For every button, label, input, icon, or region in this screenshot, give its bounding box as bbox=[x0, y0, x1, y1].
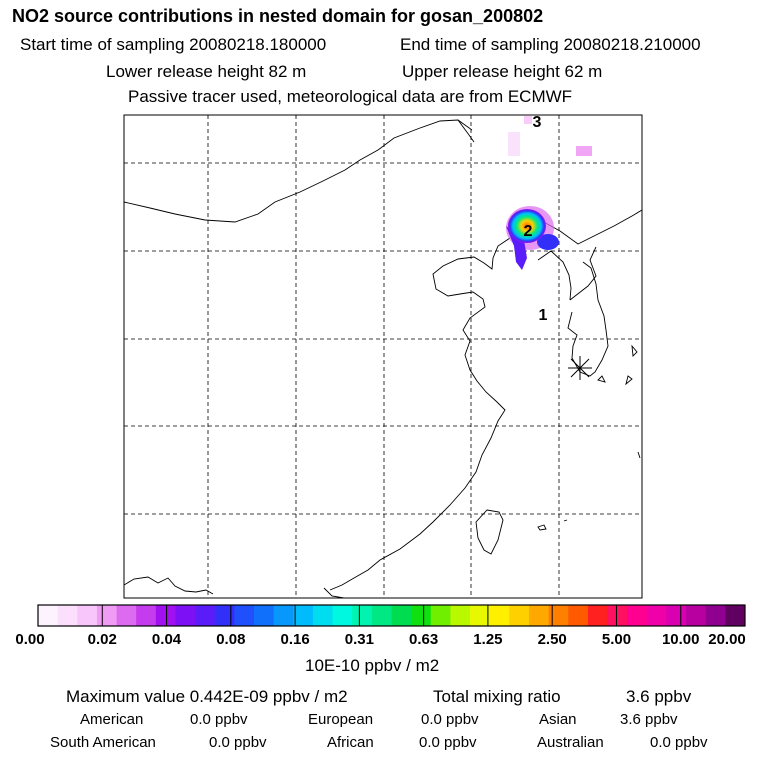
colorbar-tick-label: 0.63 bbox=[409, 631, 439, 648]
colorbar-swatch bbox=[293, 605, 314, 626]
colorbar-swatch bbox=[155, 605, 176, 626]
colorbar-tick-label: 0.02 bbox=[87, 631, 117, 648]
plot-title: NO2 source contributions in nested domai… bbox=[12, 6, 544, 26]
colorbar-swatch bbox=[646, 605, 667, 626]
colorbar-swatch bbox=[195, 605, 216, 626]
colorbar-tick-label: 0.16 bbox=[280, 631, 310, 648]
colorbar-swatch bbox=[391, 605, 412, 626]
region-name-african: African bbox=[327, 734, 374, 751]
colorbar-swatch bbox=[57, 605, 78, 626]
region-label-1: 1 bbox=[539, 307, 548, 324]
colorbar-swatch bbox=[528, 605, 550, 626]
colorbar-frame bbox=[37, 604, 746, 627]
colorbar-tick-label: 0.04 bbox=[151, 631, 182, 648]
colorbar-swatch bbox=[725, 605, 746, 626]
colorbar-swatch bbox=[214, 605, 235, 626]
colorbar-swatch bbox=[666, 605, 687, 626]
colorbar-swatch bbox=[411, 605, 432, 626]
colorbar-swatch bbox=[234, 605, 255, 626]
colorbar-swatch bbox=[352, 605, 373, 626]
region-name-american: American bbox=[80, 711, 144, 728]
colorbar-swatch bbox=[705, 605, 726, 626]
region-value-australian: 0.0 ppbv bbox=[650, 734, 708, 751]
colorbar-tick-label: 20.00 bbox=[708, 631, 746, 648]
receptor-marker-icon bbox=[568, 356, 592, 380]
region-value-asian: 3.6 ppbv bbox=[620, 711, 678, 728]
colorbar-swatch bbox=[509, 605, 530, 626]
colorbar-swatch bbox=[686, 605, 707, 626]
colorbar-swatch bbox=[254, 605, 275, 626]
region-name-asian: Asian bbox=[539, 711, 577, 728]
start-time-label: Start time of sampling 20080218.180000 bbox=[20, 35, 327, 54]
colorbar-swatch bbox=[96, 605, 118, 626]
max-value-label: Maximum value 0.442E-09 ppbv / m2 bbox=[66, 687, 348, 706]
colorbar-swatch bbox=[371, 605, 392, 626]
colorbar-tick-label: 2.50 bbox=[537, 631, 567, 648]
colorbar-swatch bbox=[627, 605, 648, 626]
lower-release-label: Lower release height 82 m bbox=[106, 62, 307, 81]
region-label-2: 2 bbox=[524, 223, 533, 240]
colorbar-swatch bbox=[470, 605, 491, 626]
total-mixing-value: 3.6 ppbv bbox=[626, 687, 692, 706]
region-value-american: 0.0 ppbv bbox=[190, 711, 248, 728]
colorbar-swatch bbox=[450, 605, 471, 626]
colorbar-swatch bbox=[273, 605, 294, 626]
colorbar-swatch bbox=[587, 605, 609, 626]
end-time-label: End time of sampling 20080218.210000 bbox=[400, 35, 701, 54]
coastlines bbox=[123, 119, 643, 599]
colorbar-swatch bbox=[607, 605, 628, 626]
colorbar-swatch bbox=[175, 605, 196, 626]
region-name-south-american: South American bbox=[50, 734, 156, 751]
colorbar-swatch bbox=[38, 605, 59, 626]
colorbar-unit: 10E-10 ppbv / m2 bbox=[305, 656, 440, 675]
colorbar-swatch bbox=[489, 605, 510, 626]
concentration-plume bbox=[506, 116, 592, 270]
region-label-3: 3 bbox=[533, 114, 542, 131]
colorbar-swatch bbox=[548, 605, 569, 626]
total-mixing-label: Total mixing ratio bbox=[433, 687, 561, 706]
colorbar-tick-label: 0.08 bbox=[216, 631, 246, 648]
colorbar-tick-label: 0.31 bbox=[344, 631, 374, 648]
colorbar-swatch bbox=[430, 605, 451, 626]
tracer-note: Passive tracer used, meteorological data… bbox=[128, 87, 573, 106]
region-value-european: 0.0 ppbv bbox=[421, 711, 479, 728]
region-value-south-american: 0.0 ppbv bbox=[209, 734, 267, 751]
colorbar bbox=[37, 605, 746, 626]
region-name-australian: Australian bbox=[537, 734, 604, 751]
colorbar-swatch bbox=[77, 605, 98, 626]
colorbar-swatch bbox=[312, 605, 334, 626]
colorbar-tick-label: 5.00 bbox=[601, 631, 632, 648]
upper-release-label: Upper release height 62 m bbox=[402, 62, 603, 81]
colorbar-swatch bbox=[136, 605, 157, 626]
colorbar-swatch bbox=[332, 605, 353, 626]
map-frame bbox=[123, 114, 643, 599]
colorbar-swatch bbox=[568, 605, 589, 626]
region-name-european: European bbox=[308, 711, 374, 728]
colorbar-swatch bbox=[116, 605, 137, 626]
graticule bbox=[124, 115, 642, 598]
colorbar-tick-label: 0.00 bbox=[15, 631, 45, 648]
colorbar-tick-label: 10.00 bbox=[661, 631, 700, 648]
colorbar-tick-label: 1.25 bbox=[473, 631, 503, 648]
region-value-african: 0.0 ppbv bbox=[419, 734, 477, 751]
